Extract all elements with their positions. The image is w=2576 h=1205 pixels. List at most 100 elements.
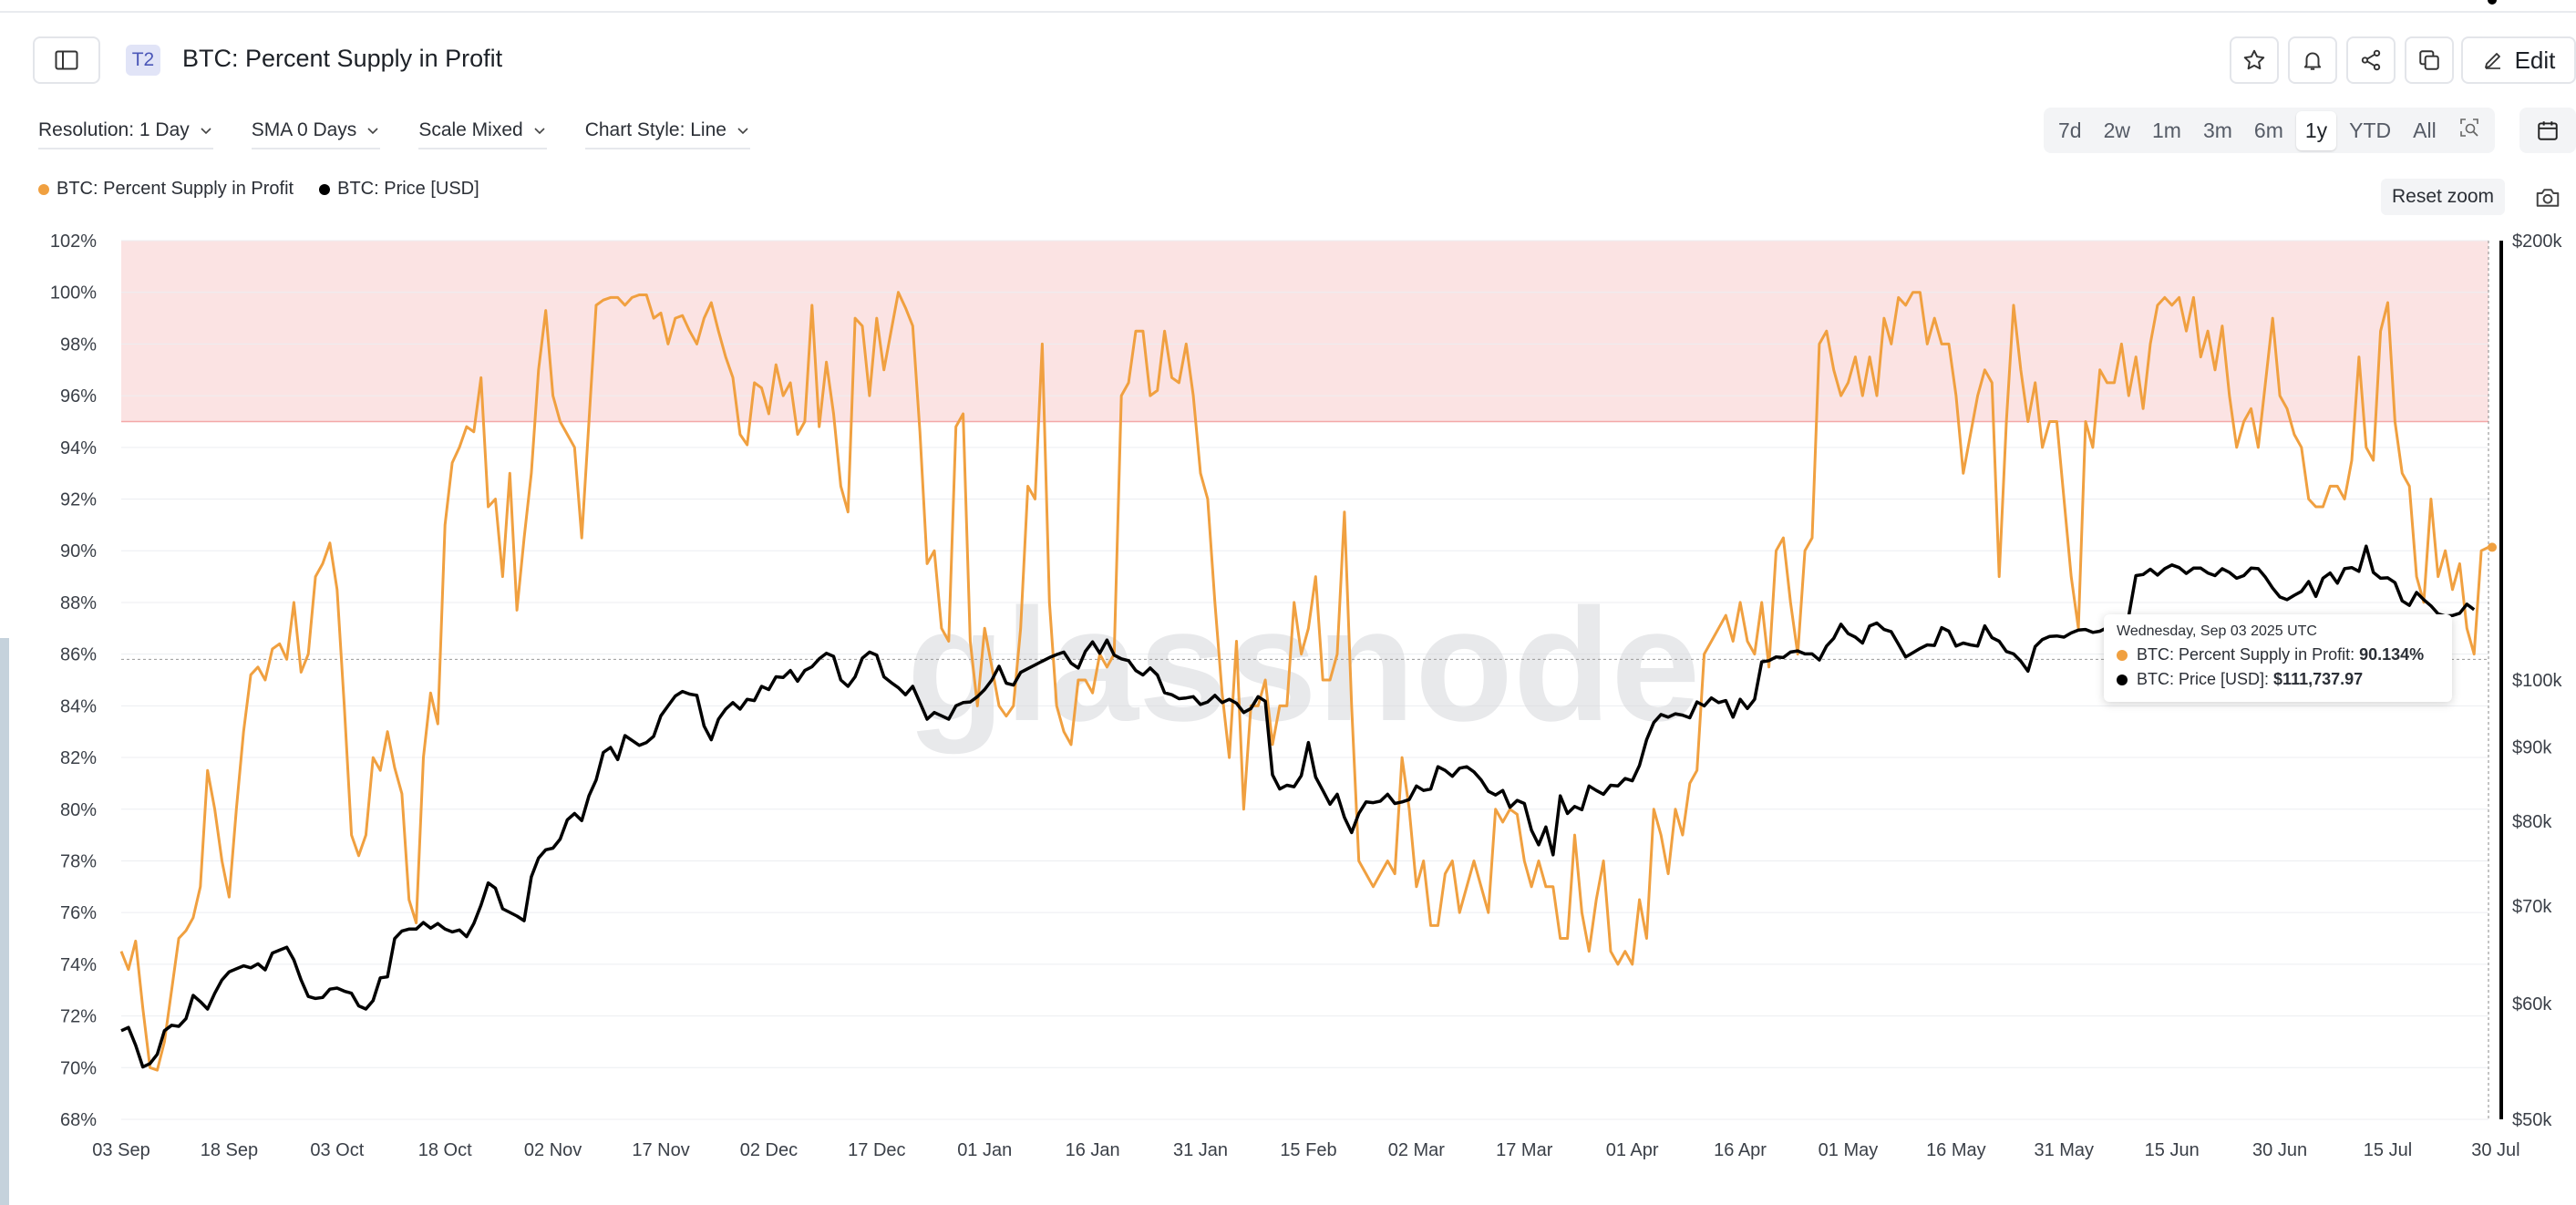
- x-tick-label: 30 Jul: [2471, 1140, 2519, 1160]
- left-scroll-strip: [0, 638, 9, 1205]
- y-left-tick-label: 86%: [60, 645, 97, 665]
- range-ytd[interactable]: YTD: [2349, 118, 2392, 142]
- tooltip-label-price: BTC: Price [USD]:: [2137, 670, 2270, 688]
- resolution-dropdown[interactable]: Resolution: 1 Day: [38, 118, 213, 149]
- copy-icon: [2419, 50, 2439, 70]
- y-right-tick-label: $200k: [2512, 232, 2562, 252]
- y-left-tick-label: 70%: [60, 1058, 97, 1078]
- range-3m[interactable]: 3m: [2202, 118, 2232, 142]
- tooltip-date: Wednesday, Sep 03 2025 UTC: [2117, 623, 2317, 639]
- share-icon: [2361, 49, 2381, 71]
- x-tick-label: 03 Oct: [310, 1140, 364, 1160]
- y-left-tick-label: 100%: [50, 283, 97, 304]
- chart-controls: Resolution: 1 Day SMA 0 Days Scale Mixed…: [38, 118, 750, 149]
- calendar-button[interactable]: [2519, 108, 2576, 153]
- x-tick-label: 02 Nov: [524, 1140, 582, 1160]
- reset-zoom-button[interactable]: Reset zoom: [2381, 179, 2506, 215]
- sidebar-toggle-button[interactable]: [33, 36, 100, 84]
- x-tick-label: 18 Sep: [201, 1140, 258, 1160]
- y-right-tick-label: $50k: [2512, 1110, 2552, 1130]
- page-title: BTC: Percent Supply in Profit: [182, 45, 503, 72]
- legend-dot-price: [319, 183, 331, 195]
- y-left-tick-label: 88%: [60, 593, 97, 613]
- range-1y[interactable]: 1y: [2295, 110, 2337, 150]
- y-left-tick-label: 102%: [50, 232, 97, 252]
- x-tick-label: 31 Jan: [1173, 1140, 1228, 1160]
- y-left-tick-label: 72%: [60, 1007, 97, 1027]
- x-tick-label: 16 Apr: [1714, 1140, 1767, 1160]
- y-left-tick-label: 84%: [60, 696, 97, 716]
- y-right-tick-label: $100k: [2512, 671, 2562, 691]
- x-tick-label: 03 Sep: [92, 1140, 149, 1160]
- tier-tag: T2: [126, 45, 160, 76]
- legend-dot-supply: [38, 183, 49, 195]
- overbought-band: [121, 241, 2488, 422]
- series-line-supply: [119, 291, 2489, 1072]
- x-tick-label: 02 Mar: [1388, 1140, 1446, 1160]
- x-tick-label: 01 Apr: [1606, 1140, 1659, 1160]
- x-tick-label: 30 Jun: [2252, 1140, 2307, 1160]
- screenshot-button[interactable]: [2534, 184, 2561, 211]
- star-icon: [2243, 49, 2265, 70]
- x-tick-label: 17 Mar: [1496, 1140, 1553, 1160]
- tooltip-label-supply: BTC: Percent Supply in Profit:: [2137, 645, 2355, 664]
- tooltip-value-supply: 90.134%: [2359, 645, 2425, 664]
- scale-dropdown[interactable]: Scale Mixed: [418, 118, 547, 149]
- calendar-icon: [2538, 121, 2558, 140]
- scale-label: Scale Mixed: [418, 119, 523, 140]
- series-end-marker-supply: [2488, 542, 2497, 552]
- y-left-tick-label: 96%: [60, 386, 97, 407]
- alert-button[interactable]: [2288, 36, 2337, 84]
- y-left-tick-label: 76%: [60, 903, 97, 923]
- tooltip-value-price: $111,737.97: [2273, 670, 2364, 688]
- chart-style-dropdown[interactable]: Chart Style: Line: [584, 118, 750, 149]
- y-left-tick-label: 92%: [60, 490, 97, 510]
- chevron-down-icon: [367, 128, 378, 135]
- series-end-marker-price: [2488, 0, 2497, 5]
- x-tick-label: 01 May: [1819, 1140, 1879, 1160]
- x-tick-label: 16 Jan: [1066, 1140, 1120, 1160]
- y-right-tick-label: $80k: [2512, 812, 2552, 832]
- range-6m[interactable]: 6m: [2253, 118, 2283, 142]
- watermark-text: glassnode: [907, 576, 1700, 755]
- x-tick-label: 15 Feb: [1280, 1140, 1336, 1160]
- x-tick-label: 17 Nov: [632, 1140, 689, 1160]
- chart-style-label: Chart Style: Line: [584, 119, 726, 140]
- y-left-tick-label: 80%: [60, 800, 97, 820]
- x-tick-label: 17 Dec: [848, 1140, 905, 1160]
- edit-label: Edit: [2514, 46, 2556, 74]
- y-right-tick-label: $60k: [2512, 994, 2552, 1014]
- y-left-tick-label: 98%: [60, 335, 97, 355]
- favorite-button[interactable]: [2230, 36, 2279, 84]
- share-button[interactable]: [2346, 36, 2396, 84]
- x-tick-label: 15 Jun: [2145, 1140, 2200, 1160]
- range-1m[interactable]: 1m: [2152, 118, 2181, 142]
- tooltip-row-price: BTC: Price [USD]: $111,737.97: [2117, 670, 2439, 689]
- x-tick-label: 02 Dec: [740, 1140, 798, 1160]
- series-line-price: [120, 544, 2476, 1069]
- tooltip-row-supply: BTC: Percent Supply in Profit: 90.134%: [2117, 645, 2439, 664]
- chevron-down-icon: [737, 128, 748, 135]
- y-left-tick-label: 74%: [60, 955, 97, 975]
- range-selector: 7d 2w 1m 3m 6m 1y YTD All: [2044, 108, 2495, 153]
- sma-label: SMA 0 Days: [251, 119, 357, 140]
- legend-item-price[interactable]: BTC: Price [USD]: [319, 179, 479, 200]
- legend-item-supply[interactable]: BTC: Percent Supply in Profit: [38, 179, 294, 200]
- zoom-search-icon: [2459, 118, 2478, 137]
- range-7d[interactable]: 7d: [2058, 118, 2082, 142]
- edit-button[interactable]: Edit: [2461, 36, 2576, 84]
- y-left-tick-label: 78%: [60, 851, 97, 871]
- range-2w[interactable]: 2w: [2103, 118, 2130, 142]
- y-left-tick-label: 94%: [60, 438, 97, 458]
- x-tick-label: 01 Jan: [957, 1140, 1012, 1160]
- tooltip-dot-price: [2117, 674, 2128, 685]
- range-all[interactable]: All: [2413, 118, 2437, 142]
- legend-label-supply: BTC: Percent Supply in Profit: [57, 179, 294, 199]
- tooltip-dot-supply: [2117, 649, 2128, 661]
- duplicate-button[interactable]: [2405, 36, 2454, 84]
- header-bar: T2 BTC: Percent Supply in Profit Edit: [33, 36, 2576, 84]
- sma-dropdown[interactable]: SMA 0 Days: [251, 118, 381, 149]
- zoom-search-button[interactable]: [2449, 109, 2489, 151]
- legend-label-price: BTC: Price [USD]: [337, 179, 479, 199]
